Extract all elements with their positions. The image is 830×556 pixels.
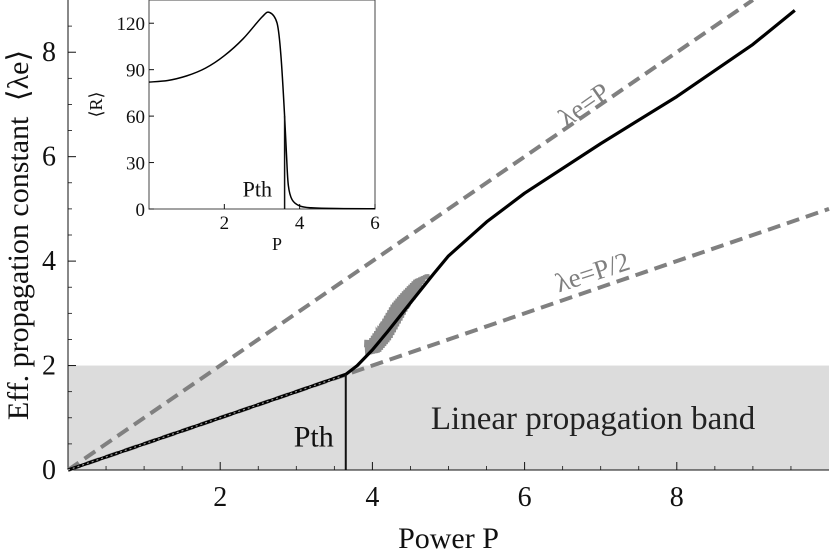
inset-x-tick-label: 2 [220, 213, 230, 234]
y-tick-label: 8 [42, 37, 56, 68]
inset-series [148, 11, 376, 210]
inset-y-tick-label: 0 [136, 200, 146, 221]
x-tick-label: 2 [213, 482, 227, 513]
reference-line-1 [66, 0, 755, 472]
y-axis-title: Eff. propagation constant ⟨λe⟩ [2, 50, 35, 420]
y-tick-label: 0 [42, 455, 56, 486]
inset-reflectance-series [148, 11, 376, 210]
main-axis-ticks: 2 4 6 8 0 2 4 6 8 [42, 25, 792, 513]
x-tick-label: 4 [365, 482, 379, 513]
inset-background [148, 0, 376, 210]
inset-y-tick-label: 30 [126, 154, 145, 175]
inset-threshold-label: Pth [243, 177, 272, 202]
inset-x-tick-label: 4 [295, 213, 305, 234]
reference-label-p: λe=P [553, 77, 616, 133]
inset-y-tick-label: 60 [126, 107, 145, 128]
linear-dotted-overlay [67, 375, 343, 471]
inset-y-tick-label: 120 [117, 14, 146, 35]
y-axis-title-symbol: ⟨λe⟩ [2, 50, 35, 101]
inset-x-axis-title: P [272, 234, 282, 254]
oscillating-series [364, 274, 431, 355]
x-tick-label: 8 [670, 482, 684, 513]
y-tick-label: 2 [42, 351, 56, 382]
effective-propagation-series [67, 9, 796, 472]
x-axis-title: Power P [398, 522, 499, 555]
inset-x-tick-label: 6 [370, 213, 380, 234]
threshold-label: Pth [294, 421, 334, 454]
reference-line-2 [67, 206, 830, 472]
x-tick-label: 6 [518, 482, 532, 513]
main-series [66, 0, 830, 472]
y-tick-label: 4 [42, 246, 56, 277]
y-tick-label: 6 [42, 142, 56, 173]
y-axis-title-group: Eff. propagation constant ⟨λe⟩ [2, 50, 35, 420]
linear-band [68, 365, 829, 470]
y-axis-title-text: Eff. propagation constant [2, 116, 35, 420]
inset-y-axis-title: ⟨R⟩ [86, 91, 106, 117]
inset-y-tick-label: 90 [126, 61, 145, 82]
reference-label-p-half: λe=P/2 [551, 246, 633, 298]
band-label: Linear propagation band [431, 401, 756, 437]
